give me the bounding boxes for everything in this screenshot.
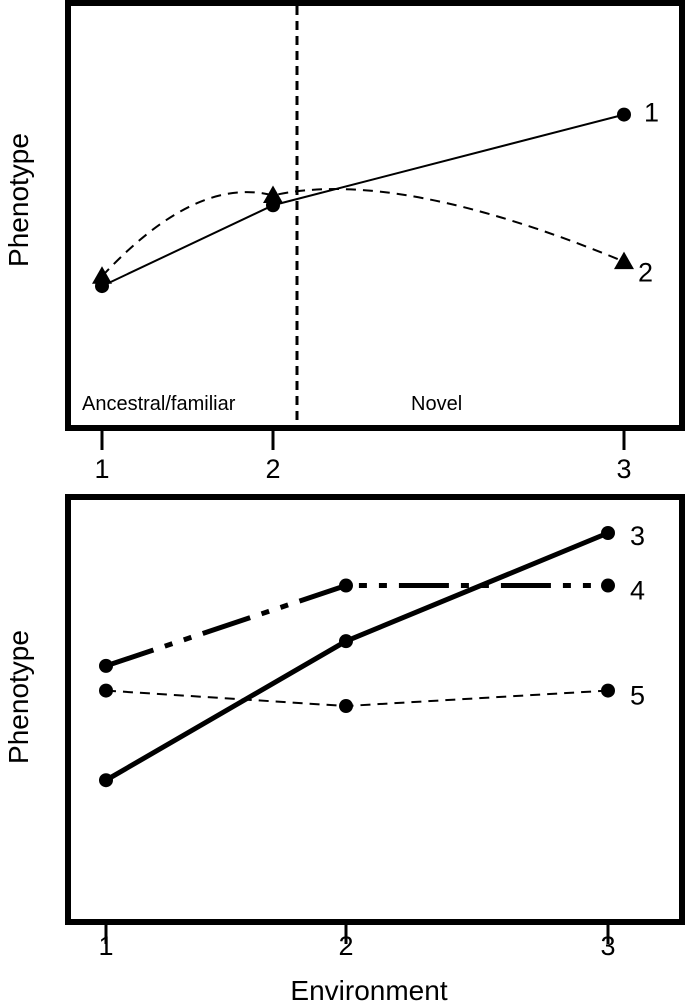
bottom-x-tick-label-1: 1 [98,931,113,961]
bottom-series-4-point-1 [99,658,113,673]
bottom-series-5-point-3 [601,683,615,698]
top-series-label-2: 2 [638,258,653,288]
top-series-2: 2 [92,185,653,288]
top-series-layer: 12 [92,98,659,294]
top-region-label-novel: Novel [411,393,462,415]
bottom-plot-frame [65,494,685,925]
bottom-series-4-point-3 [601,578,615,593]
bottom-x-ticks: 1 2 3 [98,922,616,961]
top-series-1-point-3 [617,107,631,122]
bottom-series-5-point-1 [99,683,113,698]
bottom-series-3: 3 [99,521,645,788]
top-series-label-1: 1 [644,98,659,128]
bottom-series-5: 5 [99,681,645,714]
bottom-series-label-4: 4 [630,576,645,606]
top-x-tick-label-3: 3 [616,454,631,484]
top-series-2-line [101,188,625,277]
bottom-y-axis-label: Phenotype [3,630,34,764]
bottom-series-5-point-2 [339,699,353,714]
bottom-series-layer: 3 4 5 [99,521,645,788]
bottom-series-4: 4 [99,576,645,673]
top-series-2-point-1 [92,266,112,284]
bottom-series-3-point-3 [601,526,615,540]
top-x-ticks: 1 2 3 [94,428,632,484]
top-series-2-point-2 [263,185,283,203]
bottom-panel: Phenotype Environment 1 2 3 3 4 5 [3,494,685,1006]
bottom-series-3-point-1 [99,773,113,788]
bottom-series-3-line [104,530,609,783]
top-y-axis-label: Phenotype [3,133,34,267]
bottom-series-4-line [105,583,608,669]
top-series-1: 1 [95,98,659,294]
top-series-2-point-3 [614,251,634,270]
top-x-tick-label-2: 2 [265,454,280,484]
bottom-series-3-point-2 [339,634,353,649]
top-series-1-line [101,113,625,288]
top-x-tick-label-1: 1 [94,454,109,484]
bottom-x-tick-label-3: 3 [600,931,615,961]
bottom-series-label-5: 5 [630,681,645,711]
bottom-x-axis-label: Environment [290,975,447,1006]
bottom-series-4-point-2 [339,578,353,593]
top-plot-frame [65,0,685,431]
top-region-label-ancestral: Ancestral/familiar [82,393,236,415]
bottom-series-label-3: 3 [630,521,645,551]
bottom-series-5-line [105,689,609,708]
bottom-x-tick-label-2: 2 [338,931,353,961]
